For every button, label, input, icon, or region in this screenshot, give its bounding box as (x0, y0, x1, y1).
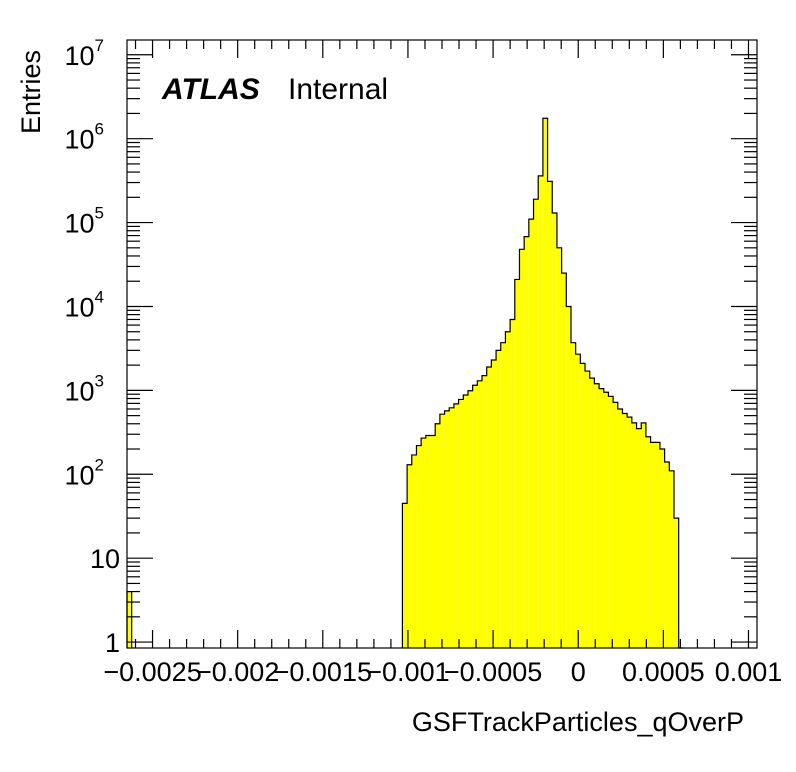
histogram-bar (547, 181, 553, 648)
histogram-bar (533, 199, 539, 648)
y-tick-label: 106 (64, 120, 104, 155)
histogram-bar (482, 375, 487, 648)
x-tick-label: −0.0015 (274, 657, 372, 687)
histogram-bar (467, 390, 473, 648)
histogram-bar (599, 388, 604, 648)
y-tick-label: 107 (64, 36, 104, 71)
histogram-bar (435, 423, 440, 648)
y-axis: 1 10 102 103 104 105 106 107 (64, 36, 757, 658)
histogram-bar (500, 342, 506, 648)
x-tick-label: −0.0025 (103, 657, 201, 687)
histogram-bar (486, 366, 492, 648)
histogram-bar (416, 445, 422, 648)
histogram-bar (617, 408, 623, 648)
y-tick-label: 1 (105, 628, 120, 658)
x-tick-label: 0 (571, 657, 586, 687)
histogram-bar (664, 462, 670, 648)
histogram-bar (659, 449, 665, 648)
x-axis-title: GSFTrackParticles_qOverP (412, 707, 744, 737)
y-tick-label: 10 (90, 544, 120, 574)
y-tick-label: 103 (64, 371, 104, 406)
histogram-bar (650, 442, 656, 648)
histogram-bar (538, 175, 543, 648)
histogram-bar (566, 306, 571, 648)
histogram-bar (444, 410, 450, 648)
histogram-bar (561, 273, 567, 648)
histogram-bar (673, 518, 679, 648)
histogram-bar (655, 442, 660, 648)
x-tick-label: −0.001 (366, 657, 449, 687)
x-tick-label: −0.0005 (444, 657, 542, 687)
histogram-bar (585, 371, 590, 648)
histogram-bar (439, 414, 445, 648)
histogram-bar (636, 428, 642, 648)
histogram-bar (425, 435, 431, 648)
y-axis-title: Entries (16, 50, 46, 134)
histogram-bar (589, 378, 595, 648)
histogram-bar (477, 380, 483, 648)
histogram-bar (528, 219, 534, 648)
y-tick-label: 105 (64, 204, 104, 239)
internal-label: Internal (288, 73, 388, 106)
histogram-bars (127, 118, 679, 649)
histogram-bar (603, 392, 609, 648)
histogram-bar (430, 435, 436, 648)
histogram-bar (402, 503, 408, 648)
histogram-bar (510, 319, 515, 648)
atlas-label: ATLAS (161, 73, 260, 106)
histogram-bar (453, 403, 459, 648)
histogram-bar (542, 118, 548, 649)
x-axis: −0.0025−0.002−0.0015−0.001−0.0005 0 0.0005… (103, 40, 782, 687)
histogram-bar (524, 236, 529, 648)
histogram-bar (421, 438, 426, 648)
histogram-bar (514, 279, 520, 648)
histogram-bar (631, 422, 637, 648)
histogram-bar (472, 385, 478, 648)
histogram-bar (491, 360, 497, 648)
y-tick-label: 104 (64, 287, 104, 322)
histogram-bar (458, 399, 464, 648)
histogram-bar (556, 247, 562, 648)
histogram-bar (613, 402, 618, 648)
y-tick-label: 102 (64, 455, 104, 490)
histogram-bar (622, 413, 628, 648)
histogram-bar (669, 470, 674, 648)
histogram-bar (463, 395, 468, 648)
histogram-bar (580, 363, 586, 648)
x-tick-label: −0.002 (196, 657, 279, 687)
histogram-bar (407, 464, 412, 648)
histogram-bar (127, 591, 132, 648)
histogram-bar (552, 213, 557, 649)
histogram-bar (641, 422, 646, 648)
histogram-bar (627, 417, 632, 648)
histogram-bar (411, 454, 417, 648)
histogram-bar (519, 249, 525, 648)
histogram-bar (594, 383, 600, 648)
x-tick-label: 0.0005 (622, 657, 705, 687)
histogram-bar (570, 342, 576, 648)
histogram-bar (575, 354, 581, 648)
histogram-bar (496, 350, 501, 648)
histogram-bar (505, 331, 511, 648)
histogram-bar (645, 436, 651, 648)
x-tick-label: 0.001 (715, 657, 783, 687)
histogram-bar (608, 396, 614, 648)
histogram-bar (449, 407, 454, 648)
